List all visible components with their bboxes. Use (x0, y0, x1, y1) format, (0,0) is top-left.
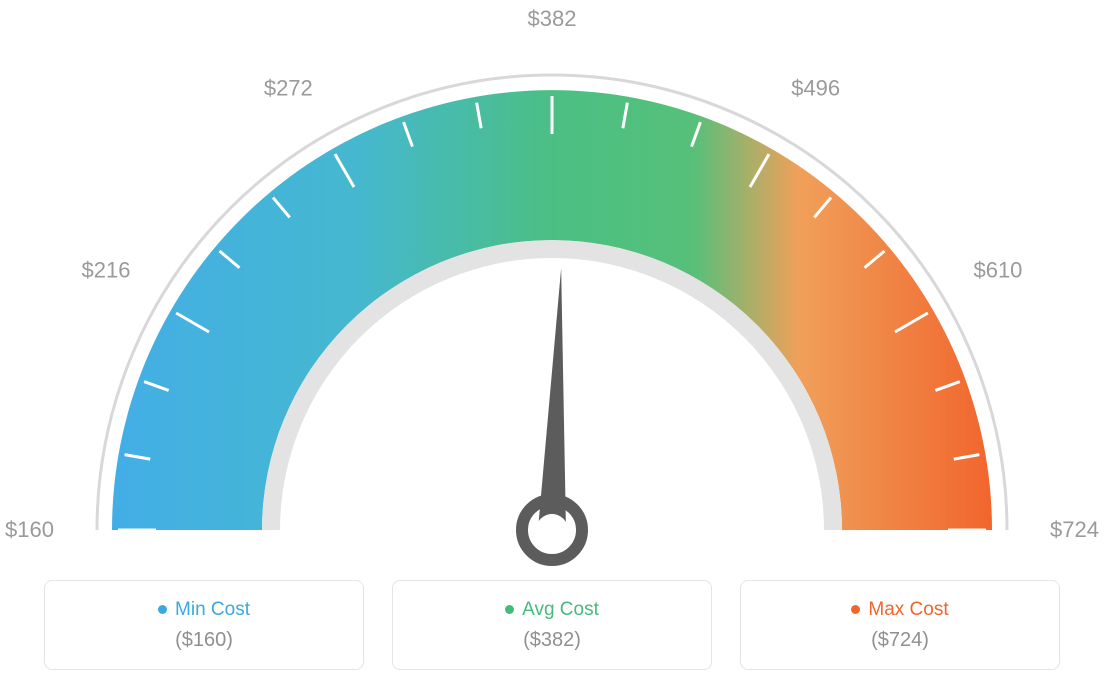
legend-title-max: Max Cost (851, 599, 948, 621)
gauge-tick-label: $496 (791, 75, 840, 101)
legend-row: Min Cost ($160) Avg Cost ($382) Max Cost… (44, 580, 1060, 670)
legend-label: Max Cost (868, 599, 948, 621)
legend-label: Avg Cost (522, 599, 599, 621)
legend-title-avg: Avg Cost (505, 599, 599, 621)
dot-icon (505, 605, 514, 614)
dot-icon (851, 605, 860, 614)
dot-icon (158, 605, 167, 614)
gauge-chart: $160$216$272$382$496$610$724 (62, 30, 1042, 570)
legend-title-min: Min Cost (158, 599, 250, 621)
legend-value: ($160) (175, 629, 233, 652)
gauge-tick-label: $272 (264, 75, 313, 101)
gauge-tick-label: $216 (82, 258, 131, 284)
gauge-tick-label: $160 (5, 517, 54, 543)
legend-value: ($724) (871, 629, 929, 652)
legend-card-min: Min Cost ($160) (44, 580, 364, 670)
gauge-tick-label: $724 (1050, 517, 1099, 543)
legend-label: Min Cost (175, 599, 250, 621)
legend-value: ($382) (523, 629, 581, 652)
legend-card-max: Max Cost ($724) (740, 580, 1060, 670)
legend-card-avg: Avg Cost ($382) (392, 580, 712, 670)
gauge-tick-label: $382 (528, 6, 577, 32)
gauge-svg (62, 30, 1042, 570)
gauge-tick-label: $610 (973, 258, 1022, 284)
